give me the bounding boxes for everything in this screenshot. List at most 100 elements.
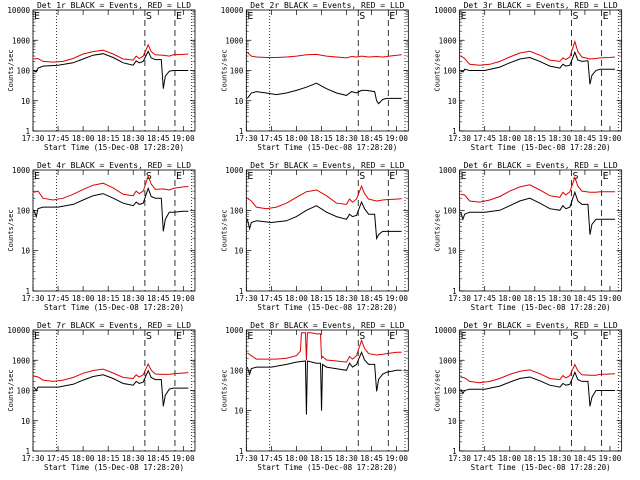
x-tick-label: 18:15	[310, 134, 333, 143]
x-tick-label: 18:45	[147, 454, 170, 463]
event-marker-label: E	[176, 171, 182, 182]
y-axis-label: Counts/sec	[434, 209, 442, 251]
y-tick-label: 10000	[7, 326, 30, 335]
y-tick-label: 10	[234, 97, 244, 106]
y-tick-label: 1000	[12, 36, 31, 45]
x-tick-label: 17:45	[47, 454, 70, 463]
x-tick-label: 18:30	[549, 454, 572, 463]
event-marker-label: E	[603, 171, 609, 182]
x-axis-label: Start Time (15-Dec-08 17:28:20)	[257, 303, 397, 312]
x-tick-label: 18:15	[97, 454, 120, 463]
series-line-lld	[33, 43, 189, 63]
x-tick-label: 18:15	[310, 454, 333, 463]
plot-frame	[459, 169, 623, 292]
panel-det-7: Det 7r BLACK = Events, RED = LLD 1 10 100 10…	[7, 321, 196, 472]
x-tick-label: 17:45	[260, 294, 283, 303]
x-axis-label: Start Time (15-Dec-08 17:28:20)	[257, 463, 397, 472]
x-tick-label: 18:15	[97, 294, 120, 303]
y-tick-label: 1000	[225, 36, 244, 45]
panel-det-5: Det 5r BLACK = Events, RED = LLD 1 10 100 10…	[220, 161, 409, 312]
chart-title: Det 1r BLACK = Events, RED = LLD	[37, 1, 191, 10]
x-tick-label: 17:30	[448, 294, 471, 303]
y-tick-label: 100	[230, 206, 244, 215]
event-marker-label: E	[247, 171, 253, 182]
x-tick-label: 18:15	[524, 134, 547, 143]
series-line-events	[33, 186, 189, 232]
y-axis-label: Counts/sec	[7, 369, 15, 411]
y-axis-label: Counts/sec	[220, 369, 228, 411]
x-tick-label: 18:45	[147, 294, 170, 303]
event-marker-label: E	[461, 171, 467, 182]
x-tick-label: 17:45	[473, 454, 496, 463]
chart-title: Det 8r BLACK = Events, RED = LLD	[250, 321, 404, 330]
series-line-lld	[33, 362, 189, 382]
event-marker-label: S	[573, 331, 579, 342]
y-tick-label: 1000	[225, 326, 244, 335]
event-marker-label: S	[573, 11, 579, 22]
x-tick-label: 18:30	[335, 294, 358, 303]
x-tick-label: 17:30	[22, 294, 45, 303]
x-axis-label: Start Time (15-Dec-08 17:28:20)	[44, 143, 184, 152]
series-line-lld	[246, 51, 402, 59]
event-marker-label: E	[247, 11, 253, 22]
x-tick-label: 18:30	[122, 294, 145, 303]
x-tick-label: 17:45	[473, 134, 496, 143]
y-axis-label: Counts/sec	[434, 49, 442, 91]
y-tick-label: 1	[25, 287, 30, 296]
x-tick-label: 17:45	[260, 134, 283, 143]
y-tick-label: 1	[25, 447, 30, 456]
x-tick-label: 19:00	[385, 454, 408, 463]
event-marker-label: S	[573, 171, 579, 182]
y-tick-label: 1000	[225, 166, 244, 175]
y-tick-label: 10	[234, 407, 244, 416]
event-marker-label: E	[34, 331, 40, 342]
y-tick-label: 1000	[439, 166, 458, 175]
x-tick-label: 18:15	[524, 454, 547, 463]
series-line-lld	[33, 174, 189, 201]
x-axis-label: Start Time (15-Dec-08 17:28:20)	[471, 463, 611, 472]
series-line-events	[246, 82, 402, 105]
y-tick-label: 1	[452, 127, 457, 136]
y-tick-label: 100	[230, 67, 244, 76]
event-marker-label: S	[146, 171, 152, 182]
x-tick-label: 17:45	[473, 294, 496, 303]
x-tick-label: 18:00	[72, 294, 95, 303]
series-line-events	[33, 50, 189, 89]
x-tick-label: 18:30	[122, 134, 145, 143]
y-tick-label: 1000	[439, 356, 458, 365]
event-marker-label: S	[146, 331, 152, 342]
panel-det-6: Det 6r BLACK = Events, RED = LLD 1 10 100 10…	[434, 161, 623, 312]
y-tick-label: 1000	[439, 36, 458, 45]
y-tick-label: 10	[234, 247, 244, 256]
chart-title: Det 5r BLACK = Events, RED = LLD	[250, 161, 404, 170]
y-axis-label: Counts/sec	[7, 49, 15, 91]
event-marker-label: S	[359, 171, 365, 182]
x-tick-label: 17:30	[235, 454, 258, 463]
x-axis-label: Start Time (15-Dec-08 17:28:20)	[44, 303, 184, 312]
series-line-lld	[460, 39, 616, 66]
y-tick-label: 100	[16, 206, 30, 215]
y-tick-label: 1000	[12, 356, 31, 365]
series-line-events	[33, 369, 189, 407]
y-tick-label: 10	[448, 417, 458, 426]
y-tick-label: 10000	[434, 6, 457, 15]
y-axis-label: Counts/sec	[220, 209, 228, 251]
plot-frame	[32, 329, 196, 452]
x-tick-label: 19:00	[172, 454, 195, 463]
y-tick-label: 10	[448, 97, 458, 106]
y-axis-label: Counts/sec	[220, 49, 228, 91]
x-tick-label: 19:00	[385, 134, 408, 143]
x-tick-label: 18:30	[335, 454, 358, 463]
y-tick-label: 10000	[434, 326, 457, 335]
x-tick-label: 17:30	[448, 134, 471, 143]
series-line-events	[460, 370, 615, 407]
x-tick-label: 18:00	[285, 454, 308, 463]
chart-title: Det 2r BLACK = Events, RED = LLD	[250, 1, 404, 10]
x-tick-label: 18:45	[360, 134, 383, 143]
x-tick-label: 18:30	[549, 134, 572, 143]
x-axis-label: Start Time (15-Dec-08 17:28:20)	[257, 143, 397, 152]
y-tick-label: 1	[239, 287, 244, 296]
plot-frame	[245, 329, 409, 452]
x-tick-label: 18:00	[285, 294, 308, 303]
